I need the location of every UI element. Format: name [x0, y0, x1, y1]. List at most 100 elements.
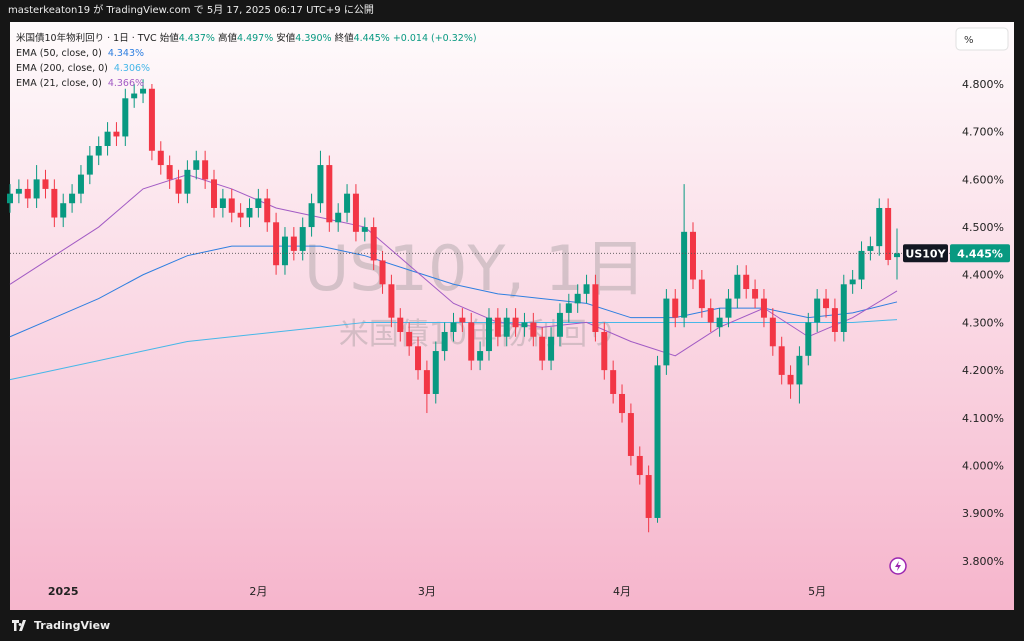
candle-body	[24, 188, 31, 199]
candle-body	[370, 227, 377, 261]
y-tick-label: 4.000%	[962, 460, 1004, 473]
candle-body	[441, 331, 448, 352]
candle-body	[636, 455, 643, 476]
ema-name: EMA (200, close, 0)	[16, 63, 108, 74]
candle-body	[592, 284, 599, 332]
candle-body	[42, 179, 49, 189]
candle-body	[583, 284, 590, 294]
candle-body	[663, 298, 670, 366]
candle-body	[69, 193, 76, 204]
candle-body	[849, 279, 856, 285]
candle-body	[228, 198, 235, 213]
y-tick-label: 3.900%	[962, 507, 1004, 520]
candle-body	[485, 317, 492, 352]
legend: 米国債10年物利回り · 1日 · TVC 始値4.437% 高値4.497% …	[16, 31, 477, 91]
x-tick-label: 2月	[249, 585, 267, 598]
ema-value: 4.366%	[107, 78, 145, 89]
candle-body	[512, 317, 519, 328]
y-tick-label: 4.100%	[962, 412, 1004, 425]
candle-body	[175, 179, 182, 194]
x-tick-label: 3月	[418, 585, 436, 598]
footer: TradingView	[0, 610, 1024, 641]
candle-body	[530, 322, 537, 337]
label: 高値	[218, 33, 238, 44]
candle-body	[681, 231, 688, 318]
candle-body	[33, 179, 40, 199]
candle-body	[415, 346, 422, 371]
candle-body	[539, 336, 546, 361]
candle-body	[335, 212, 342, 223]
legend-ohlc: 米国債10年物利回り · 1日 · TVC 始値4.437% 高値4.497% …	[16, 31, 477, 46]
candle-body	[672, 298, 679, 318]
candle-body	[619, 393, 626, 414]
candle-body	[778, 346, 785, 375]
y-tick-label: 4.300%	[962, 316, 1004, 329]
candle-body	[503, 317, 510, 337]
y-tick-label: 4.700%	[962, 126, 1004, 139]
candle-body	[760, 298, 767, 318]
y-tick-label: 4.500%	[962, 221, 1004, 234]
x-tick-label: 4月	[613, 585, 631, 598]
candle-body	[157, 150, 164, 166]
candle-body	[548, 336, 555, 361]
candle-body	[645, 475, 652, 518]
candle-body	[494, 317, 501, 337]
candle-body	[805, 322, 812, 356]
ema-legend: EMA (50, close, 0) 4.343% EMA (200, close,…	[16, 46, 477, 91]
ema-name: EMA (50, close, 0)	[16, 48, 102, 59]
ema-value: 4.343%	[107, 48, 145, 59]
candle-body	[858, 250, 865, 280]
candle-body	[610, 370, 617, 394]
candle-body	[131, 93, 138, 99]
x-tick-label: 2025	[48, 585, 79, 598]
candle-body	[264, 198, 271, 223]
candle-body	[326, 165, 333, 223]
candle-body	[752, 289, 759, 299]
alert-bolt	[895, 561, 901, 571]
ema-legend-row: EMA (21, close, 0) 4.366%	[16, 76, 477, 91]
candle-body	[352, 193, 359, 232]
price-tag	[950, 244, 1010, 263]
percent-button[interactable]	[955, 27, 1009, 51]
candle-body	[122, 98, 129, 137]
candle-body	[698, 279, 705, 309]
candle-body	[344, 193, 351, 213]
candle-body	[361, 227, 368, 232]
candle-body	[166, 165, 173, 180]
candle-body	[317, 165, 324, 204]
candle-body	[113, 131, 120, 137]
candle-body	[388, 284, 395, 318]
candle-body	[211, 179, 218, 208]
candle-body	[60, 203, 67, 218]
candle-body	[193, 160, 200, 170]
candle-body	[814, 298, 821, 323]
candle-body	[246, 207, 253, 218]
candle-body	[299, 227, 306, 251]
candle-body	[885, 207, 892, 260]
candle-body	[468, 322, 475, 361]
change: +0.014 (+0.32%)	[392, 33, 477, 44]
ema-line	[9, 245, 898, 338]
ema-legend-row: EMA (50, close, 0) 4.343%	[16, 46, 477, 61]
candle-body	[15, 188, 22, 194]
label: 始値	[159, 33, 179, 44]
candle-body	[787, 374, 794, 385]
y-tick-label: 4.200%	[962, 364, 1004, 377]
candle-body	[86, 155, 93, 175]
chart-background	[10, 22, 1014, 610]
candle-body	[237, 212, 244, 218]
candle-body	[423, 370, 430, 394]
publish-bar: masterkeaton19 が TradingView.com で 5月 17…	[0, 0, 1024, 22]
ema-line	[9, 174, 898, 357]
ema-value: 4.306%	[113, 63, 151, 74]
candle-body	[397, 317, 404, 332]
candle-body	[7, 193, 13, 204]
candle-body	[734, 274, 741, 299]
candle-body	[184, 169, 191, 194]
candle-body	[823, 298, 830, 309]
percent-button-label[interactable]: %	[964, 35, 974, 46]
publish-text: masterkeaton19 が TradingView.com で 5月 17…	[8, 5, 374, 16]
candle-body	[379, 260, 386, 285]
candle-body	[219, 198, 226, 208]
label: 終値	[334, 33, 354, 44]
